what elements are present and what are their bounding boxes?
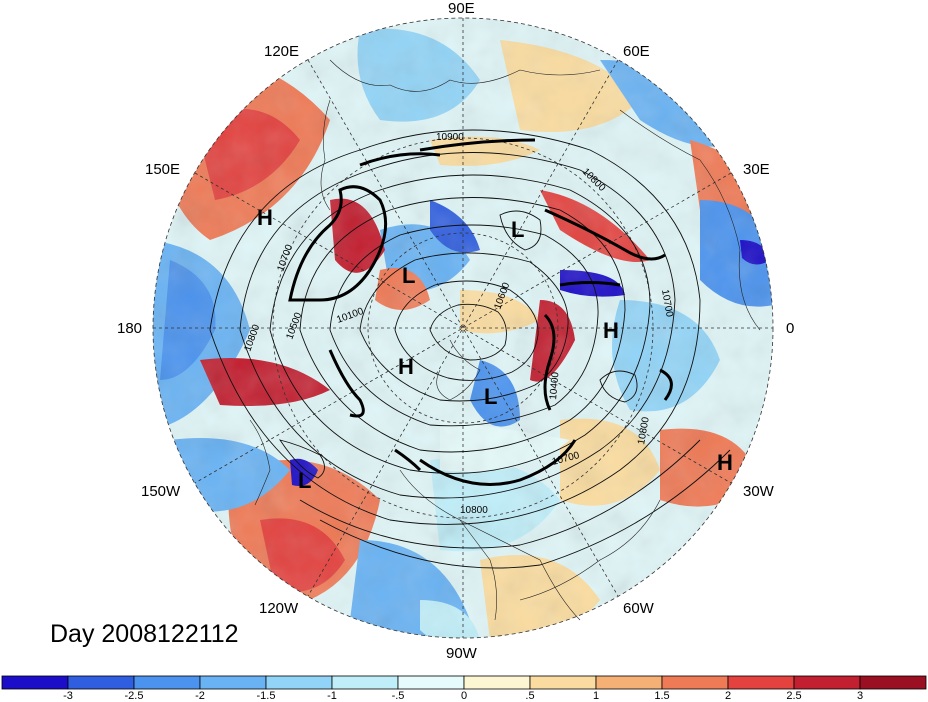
colorbar-swatch [595,675,663,690]
colorbar-swatch [793,675,861,690]
anomaly-field [153,18,773,638]
pressure-center-layer: H L L H H L H L [257,205,733,493]
lon-label-90w: 90W [446,645,478,662]
contour-label: 10700 [659,289,675,319]
high-pressure-marker: H [603,318,619,343]
colorbar-swatch [529,675,597,690]
colorbar-tick-label: -1.5 [257,690,276,702]
low-pressure-marker: L [402,263,415,288]
colorbar-swatch [67,675,135,690]
high-pressure-marker: H [398,354,414,379]
lon-label-150e: 150E [145,161,180,178]
colorbar-tick-label: 0 [461,690,467,702]
lon-label-60e: 60E [623,43,650,60]
colorbar-tick-label: -2 [195,690,205,702]
colorbar-swatch [331,675,399,690]
colorbar-tick-label: 3 [857,690,863,702]
colorbar: -3 -2.5 -2 -1.5 -1 -.5 0 .5 1 1.5 2 2.5 3 [1,675,927,702]
contour-label: 10800 [636,416,652,446]
height-contours [209,129,731,569]
colorbar-tick-label: -3 [63,690,73,702]
contour-label: 10900 [436,132,464,143]
colorbar-swatch [727,675,795,690]
jet-contours [288,138,673,486]
colorbar-tick-label: 1 [593,690,599,702]
colorbar-tick-label: 1.5 [654,690,669,702]
lon-label-150w: 150W [141,483,181,500]
coastlines [249,59,761,621]
lon-label-120e: 120E [264,43,299,60]
lon-label-30e: 30E [743,161,770,178]
low-pressure-marker: L [298,468,311,493]
lon-label-0: 0 [786,320,794,337]
colorbar-tick-label: -1 [327,690,337,702]
colorbar-swatch [1,675,69,690]
graticule [152,17,774,639]
colorbar-tick-label: 2 [725,690,731,702]
longitude-labels: 90E 60E 120E 150E 30E 180 0 150W 30W 120… [117,0,794,662]
colorbar-swatch [463,675,531,690]
colorbar-swatch [133,675,201,690]
lon-label-120w: 120W [259,600,299,617]
colorbar-tick-label: -2.5 [125,690,144,702]
colorbar-swatch [661,675,729,690]
lon-label-60w: 60W [623,600,655,617]
day-label: Day 2008122112 [50,620,239,648]
colorbar-tick-label: -.5 [392,690,405,702]
lon-label-90e: 90E [448,0,475,17]
colorbar-swatch [859,675,927,690]
colorbar-tick-label: .5 [525,690,534,702]
colorbar-tick-label: 2.5 [786,690,801,702]
low-pressure-marker: L [511,217,524,242]
colorbar-swatch [199,675,267,690]
high-pressure-marker: H [717,450,733,475]
colorbar-swatch [397,675,465,690]
low-pressure-marker: L [484,384,497,409]
colorbar-swatch [265,675,333,690]
contour-label: 10800 [460,505,488,516]
lon-label-30w: 30W [743,483,775,500]
lon-label-180: 180 [117,320,142,337]
contour-label: 10400 [548,371,561,400]
high-pressure-marker: H [257,205,273,230]
